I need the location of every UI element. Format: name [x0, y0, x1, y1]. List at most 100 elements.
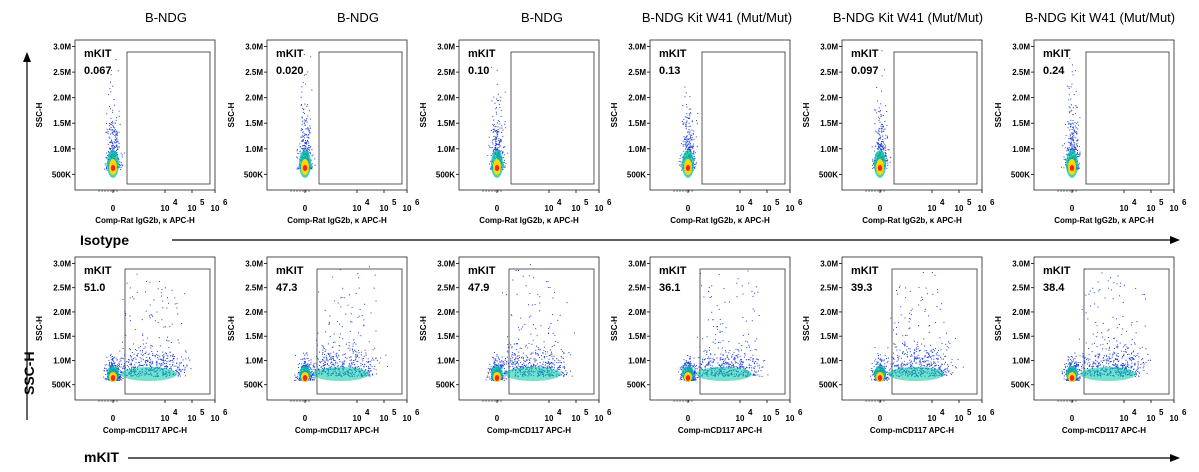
event-dot — [681, 153, 683, 155]
event-dot — [185, 358, 187, 360]
event-dot — [1073, 93, 1075, 95]
event-dot — [879, 118, 881, 120]
event-dot — [882, 146, 884, 148]
event-dot — [365, 354, 367, 356]
event-dot — [364, 363, 366, 365]
y-tick-label: 1.5M — [628, 119, 646, 128]
event-dot — [876, 148, 878, 150]
event-dot — [500, 367, 502, 369]
event-dot — [520, 366, 522, 368]
event-dot — [160, 358, 162, 360]
event-dot — [1063, 156, 1065, 158]
event-dot — [157, 356, 159, 358]
event-dot — [318, 361, 320, 363]
event-dot — [691, 146, 693, 148]
event-dot — [524, 360, 526, 362]
event-dot — [692, 133, 694, 135]
event-dot — [152, 353, 154, 355]
y-tick-label: 3.0M — [1012, 43, 1030, 52]
event-dot — [115, 132, 117, 134]
event-dot — [365, 352, 367, 354]
event-dot — [304, 74, 306, 76]
event-dot — [118, 366, 120, 368]
event-dot — [169, 363, 171, 365]
x-tick-label: 10 — [353, 414, 362, 423]
event-dot — [363, 355, 365, 357]
event-dot — [169, 368, 171, 370]
event-dot — [690, 137, 692, 139]
event-dot — [172, 364, 174, 366]
event-dot — [880, 144, 882, 146]
event-dot — [682, 123, 684, 125]
event-dot — [307, 140, 309, 142]
event-dot — [114, 129, 116, 131]
event-dot — [558, 369, 560, 371]
event-dot — [117, 147, 119, 149]
event-dot — [495, 147, 497, 149]
event-dot — [1078, 155, 1080, 157]
event-dot — [878, 128, 880, 130]
event-dot — [690, 112, 692, 114]
event-dot — [146, 364, 148, 366]
event-dot — [352, 366, 354, 368]
event-dot — [343, 353, 345, 355]
event-dot — [110, 123, 112, 125]
event-dot — [179, 375, 181, 377]
event-dot — [1072, 107, 1074, 109]
event-dot — [151, 361, 153, 363]
event-dot — [691, 134, 693, 136]
event-dot — [689, 142, 691, 144]
event-dot — [167, 357, 169, 359]
event-dot — [347, 347, 349, 349]
event-dot — [544, 355, 546, 357]
event-dot — [149, 364, 151, 366]
event-dot — [557, 342, 559, 344]
event-dot — [339, 345, 341, 347]
event-dot — [309, 132, 311, 134]
event-dot — [497, 149, 499, 151]
event-dot — [373, 359, 375, 361]
event-dot — [167, 336, 169, 338]
event-dot — [298, 168, 300, 170]
event-dot — [167, 302, 169, 304]
event-dot — [154, 320, 156, 322]
event-dot — [495, 111, 497, 113]
event-dot — [689, 125, 691, 127]
event-dot — [344, 360, 346, 362]
event-dot — [495, 140, 497, 142]
event-dot — [500, 139, 502, 141]
event-dot — [159, 358, 161, 360]
event-dot — [541, 355, 543, 357]
event-dot — [110, 117, 112, 119]
event-dot — [335, 353, 337, 355]
column-title-1: B-NDG — [145, 10, 187, 25]
density-core — [1069, 165, 1075, 171]
event-dot — [333, 351, 335, 353]
event-dot — [110, 361, 112, 363]
event-dot — [360, 335, 362, 337]
event-dot — [169, 351, 171, 353]
event-dot — [142, 335, 144, 337]
event-dot — [165, 352, 167, 354]
event-dot — [884, 138, 886, 140]
event-dot — [111, 144, 113, 146]
event-dot — [107, 155, 109, 157]
event-dot — [688, 108, 690, 110]
event-dot — [157, 358, 159, 360]
event-dot — [532, 339, 534, 341]
event-dot — [105, 156, 107, 158]
event-dot — [681, 168, 683, 170]
event-dot — [692, 147, 694, 149]
x-tick-label: 10 — [928, 204, 937, 213]
event-dot — [135, 358, 137, 360]
event-dot — [365, 365, 367, 367]
event-dot — [1064, 123, 1066, 125]
event-dot — [176, 371, 178, 373]
event-dot — [505, 127, 507, 129]
event-dot — [495, 144, 497, 146]
event-dot — [148, 353, 150, 355]
event-dot — [688, 113, 690, 115]
event-dot — [349, 347, 351, 349]
event-dot — [124, 367, 126, 369]
event-dot — [1068, 87, 1070, 89]
